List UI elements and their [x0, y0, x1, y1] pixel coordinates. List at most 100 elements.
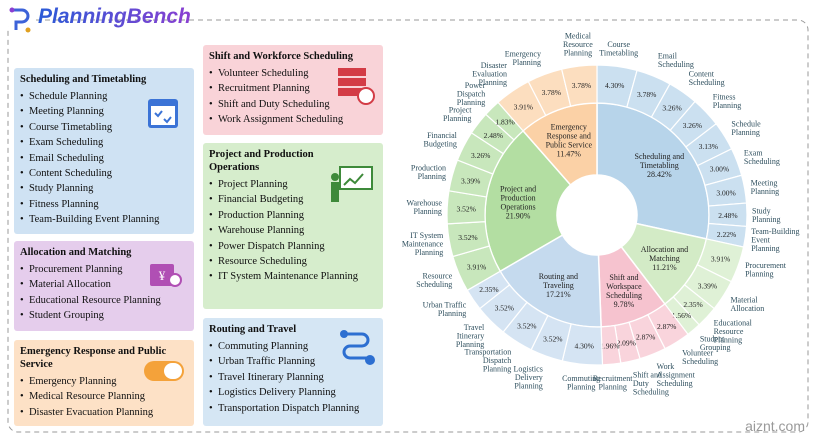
server-icon	[338, 68, 375, 105]
segment-value-label: 2.35%	[479, 285, 498, 294]
leaf-label: Team-Building Event Planning	[751, 227, 799, 253]
task-item: Educational Resource Planning	[20, 293, 188, 308]
segment-value-label: 3.26%	[662, 104, 681, 113]
category-panel: Emergency Response and Public Service Eme…	[14, 340, 194, 426]
leaf-label: Travel Itinerary Planning	[456, 323, 485, 349]
route-icon	[340, 330, 375, 365]
task-item: Transportation Dispatch Planning	[209, 401, 377, 416]
leaf-label: Transportation Dispatch Planning	[464, 347, 511, 373]
leaf-label: Schedule Planning	[731, 120, 761, 138]
category-label: Shift and Workspace Scheduling	[606, 273, 642, 300]
board-icon	[331, 166, 373, 202]
segment-value-label: 1.83%	[495, 118, 514, 127]
task-item: Disaster Evacuation Planning	[20, 405, 188, 420]
task-item: Exam Scheduling	[20, 135, 188, 150]
leaf-label: Work Assignment Scheduling	[657, 362, 696, 388]
task-item: Fitness Planning	[20, 197, 188, 212]
category-value-label: 21.90%	[506, 212, 531, 221]
task-item: Power Dispatch Planning	[209, 239, 377, 254]
leaf-label: Financial Budgeting	[424, 131, 458, 149]
frame	[7, 19, 809, 433]
leaf-label: Shift and Duty Scheduling	[633, 371, 669, 397]
panel-title: Shift and Workforce Scheduling	[209, 51, 354, 62]
segment-value-label: 4.30%	[574, 341, 593, 350]
leaf-label: Study Planning	[752, 206, 780, 224]
task-item: Recruitment Planning	[209, 81, 377, 96]
segment-value-label: 3.78%	[572, 81, 591, 90]
category-value-label: 28.42%	[647, 170, 672, 179]
leaf-label: Volunteer Scheduling	[682, 348, 718, 366]
task-item: Medical Resource Planning	[20, 389, 188, 404]
task-item: Travel Itinerary Planning	[209, 370, 377, 385]
segment-value-label: 1.96%	[600, 341, 619, 350]
category-label: Project and Production Operations	[500, 185, 536, 212]
task-item: Urban Traffic Planning	[209, 354, 377, 369]
segment-value-label: 3.52%	[543, 334, 562, 343]
leaf-label: Logistics Delivery Planning	[513, 365, 542, 391]
leaf-label: Disaster Evaluation Planning	[472, 61, 507, 87]
calendar-icon	[148, 99, 178, 128]
leaf-label: Production Planning	[411, 163, 446, 181]
leaf-label: Medical Resource Planning	[563, 31, 593, 57]
segment-value-label: 3.91%	[711, 254, 730, 263]
leaf-label: Emergency Planning	[505, 49, 541, 67]
segment-value-label: 2.09%	[617, 339, 636, 348]
task-item: Schedule Planning	[20, 89, 188, 104]
task-item: Study Planning	[20, 181, 188, 196]
leaf-label: Exam Scheduling	[744, 148, 780, 166]
segment-value-label: 2.22%	[717, 230, 736, 239]
category-label: Allocation and Matching	[641, 245, 688, 263]
panel-title: Project and Production Operations	[209, 149, 314, 173]
task-item: Volunteer Scheduling	[209, 66, 377, 81]
leaf-label: Educational Resource Planning	[714, 318, 753, 344]
watermark: aiznt.com	[745, 418, 805, 434]
outer-segment	[560, 64, 598, 107]
panel-title: Emergency Response and Public Service	[20, 346, 167, 370]
segment-value-label: 3.52%	[517, 322, 536, 331]
gift-icon: ¥	[150, 264, 182, 287]
logo: PlanningBench	[38, 5, 191, 28]
segment-value-label: 1.56%	[672, 311, 691, 320]
task-item: Emergency Planning	[20, 374, 188, 389]
leaf-label: Warehouse Planning	[407, 198, 443, 216]
leaf-label: Power Dispatch Planning	[457, 81, 486, 107]
segment-value-label: 3.00%	[716, 188, 735, 197]
leaf-label: Course Timetabling	[599, 40, 638, 58]
category-value-label: 11.21%	[652, 263, 677, 272]
segment-value-label: 2.48%	[718, 211, 737, 220]
leaf-label: Meeting Planning	[751, 178, 779, 196]
panel-title: Allocation and Matching	[20, 247, 132, 258]
task-item: Production Planning	[209, 208, 377, 223]
logo-icon	[8, 6, 34, 33]
category-value-label: 11.47%	[557, 150, 582, 159]
leaf-label: Project Planning	[443, 105, 472, 123]
segment-value-label: 4.30%	[605, 81, 624, 90]
leaf-label: Procurement Planning	[745, 261, 787, 279]
category-value-label: 17.21%	[546, 290, 571, 299]
segment-value-label: 3.39%	[461, 176, 480, 185]
task-item: Work Assignment Scheduling	[209, 112, 377, 127]
leaf-label: Student Grouping	[700, 334, 731, 352]
segment-value-label: 2.87%	[657, 322, 676, 331]
leaf-label: Resource Scheduling	[416, 271, 452, 289]
task-item: Commuting Planning	[209, 339, 377, 354]
leaf-label: Urban Traffic Planning	[423, 300, 467, 318]
task-item: Logistics Delivery Planning	[209, 385, 377, 400]
segment-value-label: 3.91%	[514, 103, 533, 112]
leaf-label: Commuting Planning	[562, 374, 600, 392]
segment-value-label: 3.52%	[495, 304, 514, 313]
svg-text:¥: ¥	[159, 268, 166, 283]
category-value-label: 9.78%	[614, 300, 635, 309]
segment-value-label: 3.13%	[699, 142, 718, 151]
task-item: Team-Building Event Planning	[20, 212, 188, 227]
category-panel: Shift and Workforce Scheduling Volunteer …	[203, 45, 383, 135]
segment-value-label: 2.87%	[636, 333, 655, 342]
leaf-label: Recruitment Planning	[593, 374, 633, 392]
panel-title: Scheduling and Timetabling	[20, 74, 147, 85]
leaf-label: Fitness Planning	[713, 93, 741, 111]
segment-value-label: 2.48%	[484, 131, 503, 140]
leaf-label: Content Scheduling	[689, 70, 725, 88]
task-item: Resource Scheduling	[209, 254, 377, 269]
task-item: Meeting Planning	[20, 104, 188, 119]
